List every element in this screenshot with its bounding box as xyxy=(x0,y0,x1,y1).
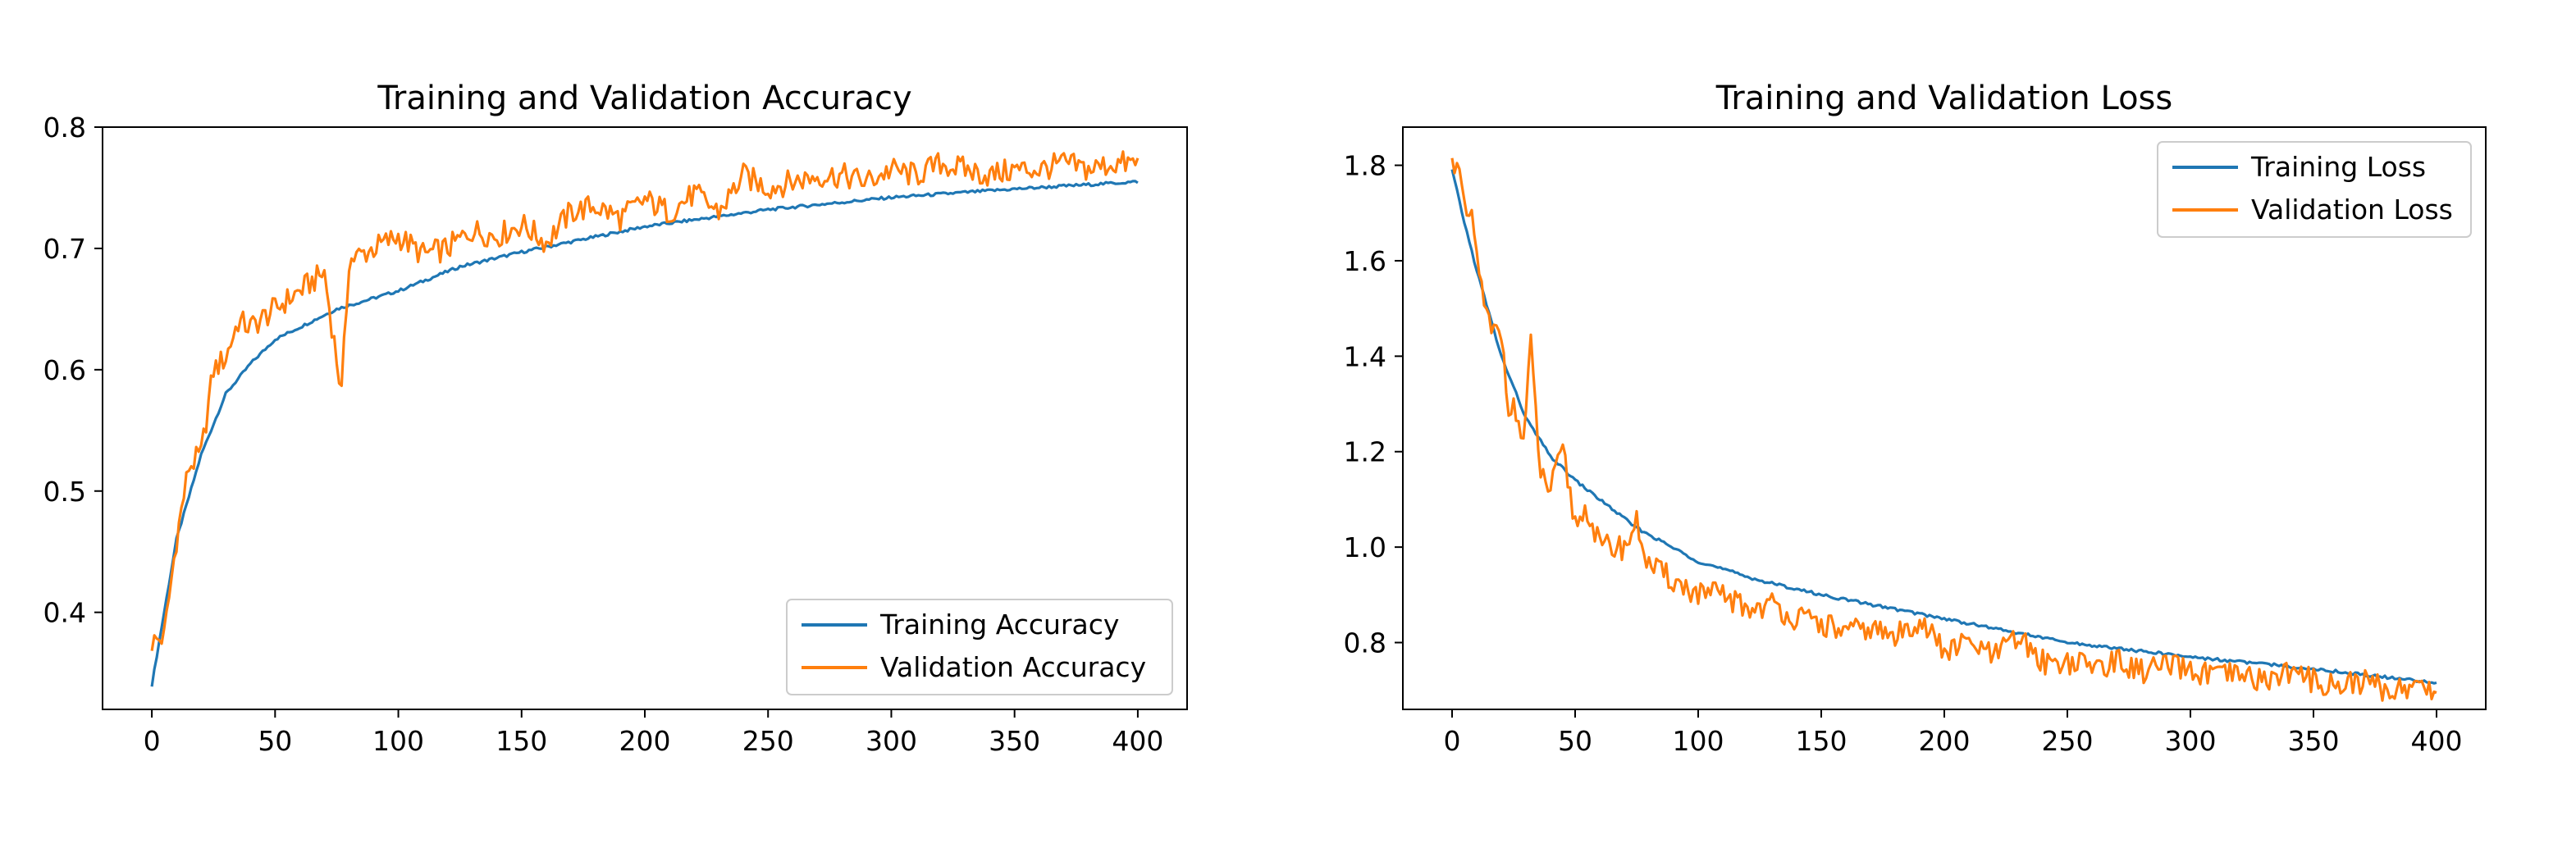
loss-y-tick-label: 1.6 xyxy=(1344,245,1386,277)
loss-chart: Training and Validation Loss 0 50 100 150 200… xyxy=(1344,80,2487,757)
accuracy-x-tick-label: 350 xyxy=(989,725,1040,757)
accuracy-legend-label: Validation Accuracy xyxy=(880,651,1146,683)
loss-x-tick-label: 250 xyxy=(2042,725,2094,757)
accuracy-axes-frame xyxy=(102,126,1188,710)
accuracy-y-tick-label: 0.7 xyxy=(43,233,86,265)
loss-x-tick-label: 150 xyxy=(1796,725,1848,757)
loss-y-tick-label: 0.8 xyxy=(1344,627,1386,659)
accuracy-x-tick-label: 250 xyxy=(742,725,794,757)
loss-x-tick-label: 0 xyxy=(1444,725,1461,757)
loss-legend: Training Loss Validation Loss xyxy=(2157,141,2472,238)
accuracy-y-tick-label: 0.5 xyxy=(43,476,86,508)
loss-series-training-line xyxy=(1450,169,2437,685)
loss-x-tick-label: 200 xyxy=(1919,725,1971,757)
loss-y-tick-label: 1.2 xyxy=(1344,436,1386,468)
loss-y-tick-label: 1.4 xyxy=(1344,340,1386,372)
loss-x-tick-label: 50 xyxy=(1558,725,1592,757)
loss-chart-title: Training and Validation Loss xyxy=(1715,80,2172,117)
accuracy-legend: Training Accuracy Validation Accuracy xyxy=(786,599,1173,695)
accuracy-chart: Training and Validation Accuracy 0 50 100 15… xyxy=(43,80,1188,757)
loss-series-validation-line xyxy=(1450,157,2437,702)
loss-x-tick-label: 350 xyxy=(2288,725,2340,757)
accuracy-x-tick-label: 0 xyxy=(144,725,161,757)
accuracy-legend-box xyxy=(786,599,1173,695)
accuracy-series-validation-line xyxy=(150,150,1140,651)
loss-legend-label: Training Loss xyxy=(2250,151,2426,183)
accuracy-x-tick-label: 50 xyxy=(258,725,292,757)
loss-legend-label: Validation Loss xyxy=(2251,194,2453,226)
accuracy-x-tick-label: 150 xyxy=(496,725,547,757)
loss-axes-frame xyxy=(1402,126,2487,710)
accuracy-x-tick-label: 100 xyxy=(372,725,424,757)
accuracy-x-tick-label: 200 xyxy=(619,725,671,757)
loss-y-tick-label: 1.0 xyxy=(1344,531,1386,563)
accuracy-y-tick-label: 0.8 xyxy=(43,112,86,144)
accuracy-chart-title: Training and Validation Accuracy xyxy=(377,80,911,117)
loss-x-tick-label: 300 xyxy=(2165,725,2217,757)
accuracy-x-tick-label: 400 xyxy=(1112,725,1163,757)
loss-x-tick-label: 100 xyxy=(1673,725,1724,757)
loss-x-tick-label: 400 xyxy=(2411,725,2463,757)
accuracy-x-tick-label: 300 xyxy=(866,725,917,757)
accuracy-y-tick-label: 0.4 xyxy=(43,597,86,629)
loss-y-tick-label: 1.8 xyxy=(1344,150,1386,182)
accuracy-y-tick-label: 0.6 xyxy=(43,354,86,386)
accuracy-series-training-line xyxy=(150,180,1139,687)
accuracy-legend-label: Training Accuracy xyxy=(879,609,1119,640)
